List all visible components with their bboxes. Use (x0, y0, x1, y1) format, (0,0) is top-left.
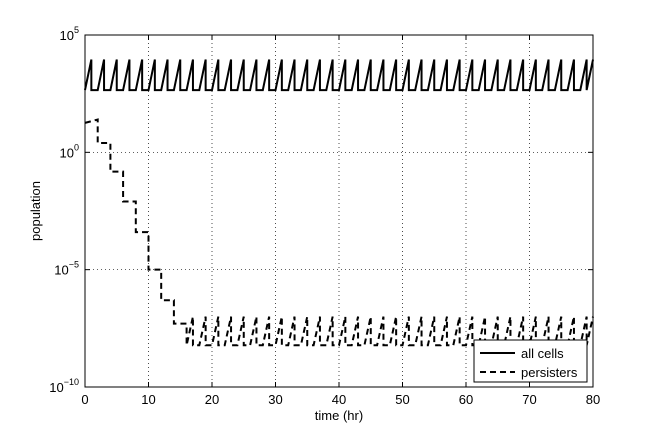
x-tick-label: 20 (205, 392, 219, 407)
x-tick-label: 40 (332, 392, 346, 407)
legend-box (473, 339, 588, 383)
legend: all cells persisters (473, 339, 588, 383)
x-tick-label: 50 (395, 392, 409, 407)
x-tick-label: 0 (81, 392, 88, 407)
series-layer (84, 59, 594, 347)
series-line-persisters (84, 118, 594, 347)
x-tick-label: 10 (141, 392, 155, 407)
y-axis-label: population (28, 181, 43, 241)
x-tick-labels: 0 10 20 30 40 50 60 70 80 (81, 392, 600, 407)
x-axis-label: time (hr) (315, 408, 363, 423)
y-tick-label: 10−5 (54, 260, 79, 278)
y-tick-labels: 10−10 10−5 100 105 (49, 25, 79, 395)
legend-label-all-cells: all cells (521, 346, 564, 361)
tick-marks (84, 34, 594, 388)
y-tick-label: 10−10 (49, 377, 79, 395)
x-tick-label: 60 (459, 392, 473, 407)
grid (85, 35, 593, 387)
y-tick-label: 105 (60, 25, 79, 43)
y-tick-label: 100 (60, 142, 79, 160)
legend-label-persisters: persisters (521, 365, 578, 380)
x-tick-label: 80 (586, 392, 600, 407)
x-tick-label: 30 (268, 392, 282, 407)
x-tick-label: 70 (522, 392, 536, 407)
series-line-all-cells (84, 59, 594, 92)
